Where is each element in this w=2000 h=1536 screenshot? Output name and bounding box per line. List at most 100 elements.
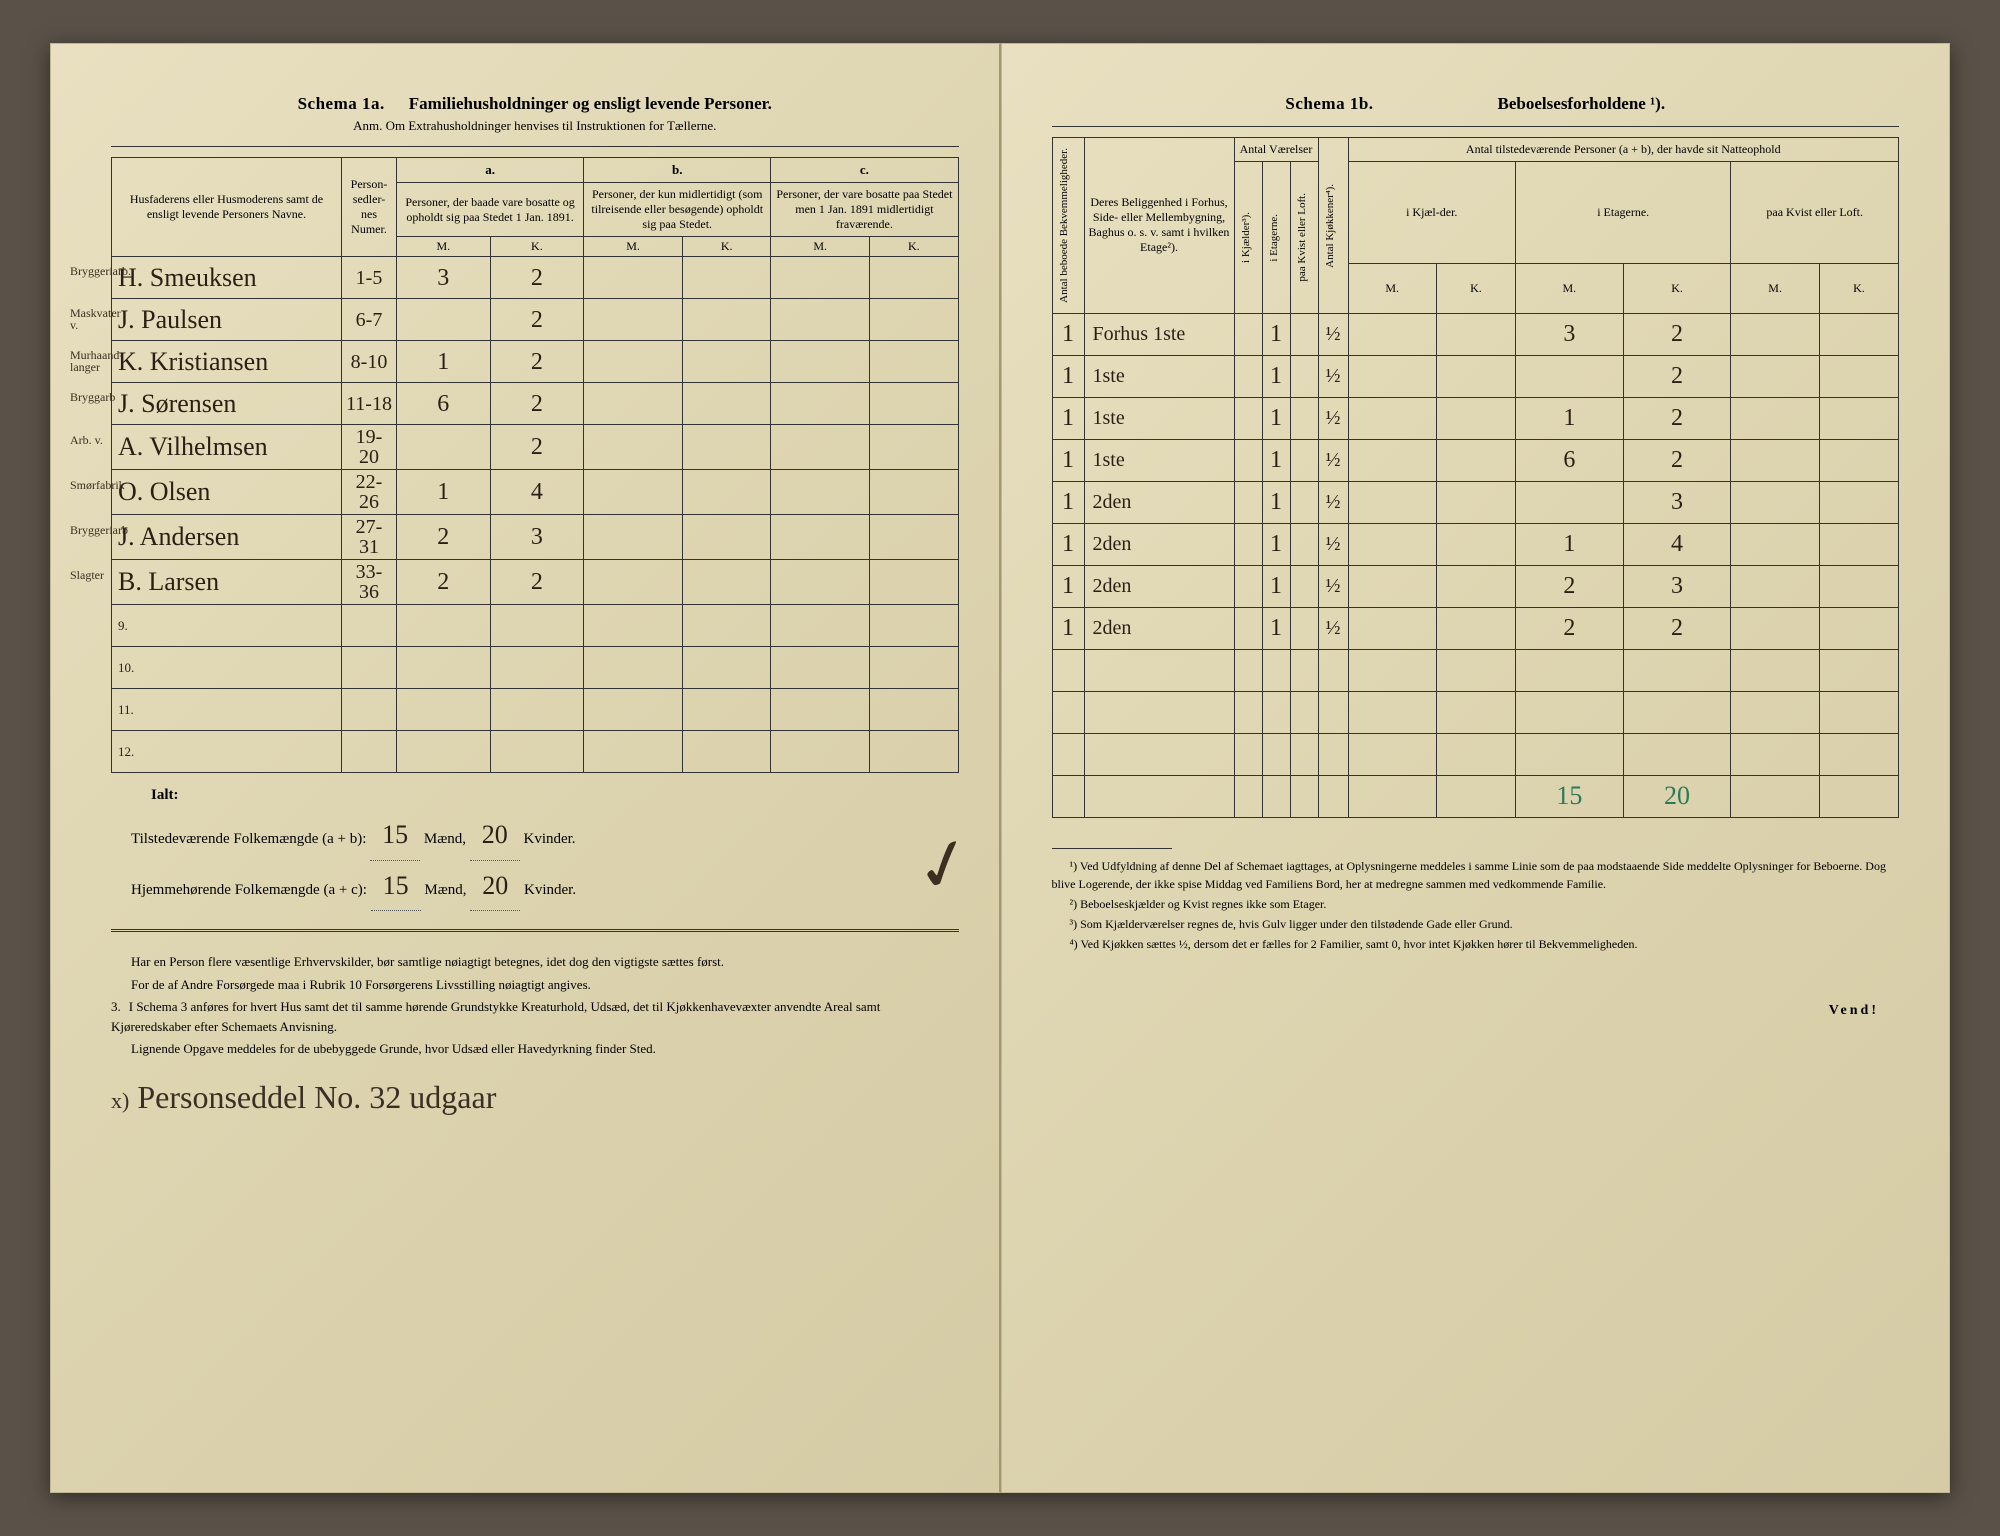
table-row: 1 1ste 1 ½ 1 2 (1052, 397, 1899, 439)
cell-kjM (1348, 439, 1436, 481)
cell-kk: ½ (1318, 439, 1348, 481)
cell-aK (490, 647, 584, 689)
cell-aM (397, 299, 491, 341)
cell-name: BryggarbJ. Sørensen (112, 383, 342, 425)
cell-kvM (1731, 481, 1819, 523)
cell-kvM (1731, 775, 1819, 817)
maend1: Mænd, (424, 831, 466, 847)
cell-loc: 2den (1084, 607, 1234, 649)
instructions-block: Har en Person flere væsentlige Erhvervsk… (111, 952, 959, 1059)
cell-etK (1623, 691, 1731, 733)
cell-bK (683, 383, 771, 425)
cell-aM (397, 731, 491, 773)
ialt-label: Ialt: (151, 787, 959, 804)
table-row (1052, 691, 1899, 733)
cell-et: 1 (1262, 313, 1290, 355)
cell-etM (1516, 733, 1624, 775)
cell-kj (1234, 649, 1262, 691)
table-row: 12. (112, 731, 959, 773)
kvinder1: Kvinder. (523, 831, 575, 847)
table-row: 15 20 (1052, 775, 1899, 817)
cell-kjK (1436, 607, 1515, 649)
hdr-bekvem: Antal beboede Bekvemmeligheder. (1056, 142, 1073, 309)
book-spread: Schema 1a. Familiehusholdninger og ensli… (50, 43, 1950, 1493)
cell-aM (397, 605, 491, 647)
cell-loc (1084, 691, 1234, 733)
cell-etM: 2 (1516, 607, 1624, 649)
cell-kv (1290, 313, 1318, 355)
cell-bM (584, 731, 683, 773)
cell-num: 22-26 (342, 470, 397, 515)
cell-kjK (1436, 397, 1515, 439)
hdr-numer: Person-sedler-nes Numer. (342, 158, 397, 257)
cell-name: SmørfabrikO. Olsen (112, 470, 342, 515)
fn2: ²) Beboelseskjælder og Kvist regnes ikke… (1052, 895, 1900, 913)
cell-et: 1 (1262, 397, 1290, 439)
cell-bek (1052, 691, 1084, 733)
cell-et (1262, 775, 1290, 817)
cell-loc: Forhus 1ste (1084, 313, 1234, 355)
cell-kvM (1731, 565, 1819, 607)
hdr-p-kjaelder: i Kjæl-der. (1348, 162, 1516, 264)
cell-kjK (1436, 733, 1515, 775)
cell-etM: 1 (1516, 397, 1624, 439)
cell-bek: 1 (1052, 523, 1084, 565)
cell-kj (1234, 775, 1262, 817)
hdr-p-kvist: paa Kvist eller Loft. (1731, 162, 1899, 264)
cell-bek (1052, 775, 1084, 817)
cell-bM (584, 425, 683, 470)
cell-cM (771, 605, 870, 647)
table-row: 10. (112, 647, 959, 689)
cell-cK (870, 299, 958, 341)
cell-kv (1290, 733, 1318, 775)
cell-kjM (1348, 397, 1436, 439)
cell-aK: 4 (490, 470, 584, 515)
cell-etM: 15 (1516, 775, 1624, 817)
cell-cM (771, 425, 870, 470)
cell-aM (397, 689, 491, 731)
cell-et (1262, 691, 1290, 733)
cell-kk: ½ (1318, 481, 1348, 523)
cell-cM (771, 341, 870, 383)
cell-kj (1234, 355, 1262, 397)
cell-bM (584, 515, 683, 560)
cell-etM: 3 (1516, 313, 1624, 355)
cell-cM (771, 689, 870, 731)
cell-etM (1516, 355, 1624, 397)
table-row: SlagterB. Larsen 33-36 2 2 (112, 560, 959, 605)
cell-kjM (1348, 691, 1436, 733)
hdr-c: c. (771, 158, 958, 183)
hdr-b-k: K. (683, 237, 771, 257)
kvinder2: Kvinder. (524, 882, 576, 898)
cell-et: 1 (1262, 565, 1290, 607)
cell-bM (584, 560, 683, 605)
cell-loc: 1ste (1084, 439, 1234, 481)
cell-loc (1084, 649, 1234, 691)
table-row: 1 1ste 1 ½ 6 2 (1052, 439, 1899, 481)
table-row: BryggeriarbJ. Andersen 27-31 2 3 (112, 515, 959, 560)
cell-kvM (1731, 523, 1819, 565)
cell-kv (1290, 649, 1318, 691)
cell-kjK (1436, 775, 1515, 817)
cell-aK: 2 (490, 560, 584, 605)
cell-et: 1 (1262, 355, 1290, 397)
cell-kv (1290, 355, 1318, 397)
hdr-c-m: M. (771, 237, 870, 257)
cell-kjM (1348, 481, 1436, 523)
cell-kjK (1436, 481, 1515, 523)
right-page: Schema 1b. Beboelsesforholdene ¹). Antal… (1001, 43, 1951, 1493)
cell-bK (683, 605, 771, 647)
cell-num: 19-20 (342, 425, 397, 470)
cell-kj (1234, 397, 1262, 439)
cell-bK (683, 647, 771, 689)
cell-kj (1234, 523, 1262, 565)
cell-cK (870, 647, 958, 689)
cell-et: 1 (1262, 523, 1290, 565)
cell-kjM (1348, 649, 1436, 691)
cell-kv (1290, 775, 1318, 817)
cell-bK (683, 689, 771, 731)
cell-et: 1 (1262, 481, 1290, 523)
cell-etK: 2 (1623, 439, 1731, 481)
cell-bM (584, 383, 683, 425)
table-1a: Husfaderens eller Husmoderens samt de en… (111, 157, 959, 773)
